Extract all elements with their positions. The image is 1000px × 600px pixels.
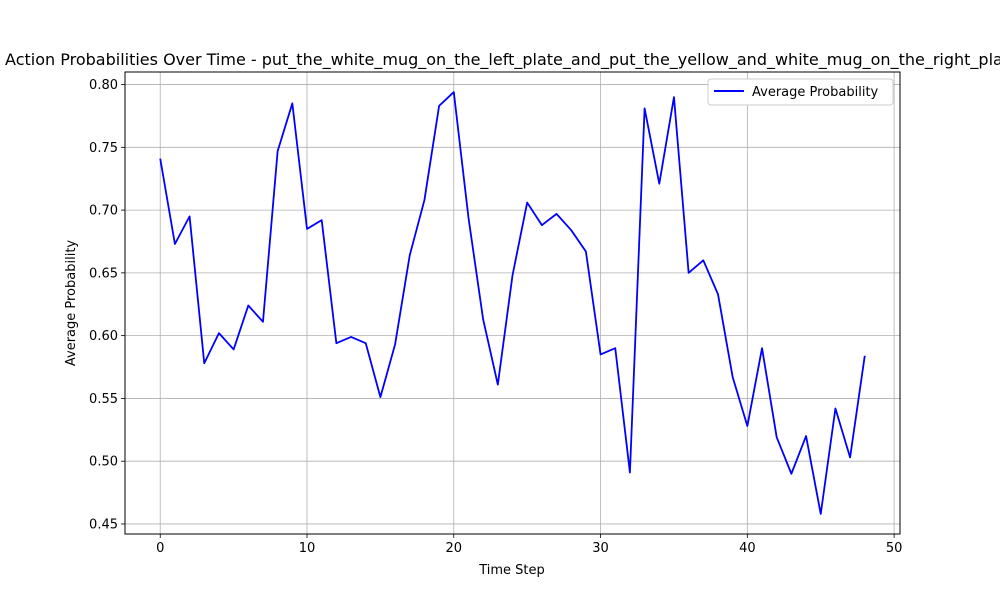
legend-label: Average Probability: [752, 85, 879, 100]
x-tick-label: 50: [886, 541, 903, 556]
plot-frame: [124, 71, 901, 535]
y-axis-ticks: 0.45 0.50 0.55 0.60 0.65 0.70 0.75 0.80: [89, 78, 125, 532]
y-axis-label: Average Probability: [64, 240, 79, 367]
x-tick-label: 30: [592, 541, 609, 556]
y-tick-label: 0.65: [89, 266, 118, 281]
x-tick-label: 0: [156, 541, 164, 556]
legend-box: [707, 78, 894, 106]
x-tick-label: 10: [299, 541, 316, 556]
series-layer: [159, 91, 866, 515]
x-axis-label: Time Step: [478, 563, 545, 578]
y-tick-label: 0.80: [89, 78, 118, 93]
series-line: [159, 91, 866, 515]
chart-title: Action Probabilities Over Time - put_the…: [5, 50, 1000, 70]
y-tick-label: 0.75: [89, 141, 118, 156]
y-tick-label: 0.50: [89, 455, 118, 470]
legend: Average Probability: [707, 78, 894, 106]
x-axis-ticks: 0 10 20 30 40 50: [156, 534, 902, 556]
y-tick-label: 0.45: [89, 517, 118, 532]
x-tick-label: 40: [739, 541, 756, 556]
plot-area: [125, 72, 900, 534]
y-tick-label: 0.55: [89, 392, 118, 407]
x-tick-label: 20: [446, 541, 463, 556]
y-tick-label: 0.70: [89, 204, 118, 219]
y-tick-label: 0.60: [89, 329, 118, 344]
